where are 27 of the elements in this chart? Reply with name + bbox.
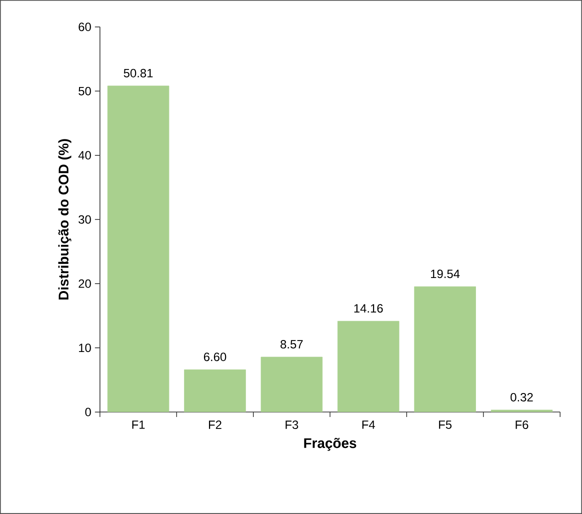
y-tick-label: 20 <box>78 279 91 288</box>
y-tick-label: 40 <box>78 151 91 160</box>
y-tick-label: 50 <box>78 86 91 96</box>
x-tick-label: F1 <box>132 420 145 429</box>
data-label: 19.54 <box>431 270 460 278</box>
y-tick-label: 10 <box>79 344 91 352</box>
data-label: 6.60 <box>204 352 226 362</box>
bar <box>184 369 246 412</box>
bar <box>107 86 170 412</box>
x-tick-label: F3 <box>286 420 298 430</box>
data-label: 50.81 <box>124 68 153 78</box>
x-axis-title: Frações <box>304 438 356 451</box>
x-tick-label: F2 <box>208 420 222 429</box>
bar <box>414 286 476 412</box>
x-tick-label: F4 <box>362 420 375 429</box>
bar <box>490 410 553 412</box>
data-label: 8.57 <box>280 340 303 349</box>
y-tick-label: 0 <box>85 408 91 416</box>
y-axis-title: Distribuição do COD (%) <box>58 139 72 300</box>
y-tick-label: 60 <box>78 22 91 32</box>
data-label: 0.32 <box>510 393 533 402</box>
bar <box>260 356 323 412</box>
bar <box>337 320 400 412</box>
y-tick-label: 30 <box>78 215 91 224</box>
data-label: 14.16 <box>354 304 383 313</box>
x-tick-label: F5 <box>439 420 452 429</box>
x-tick-label: F6 <box>516 420 528 430</box>
